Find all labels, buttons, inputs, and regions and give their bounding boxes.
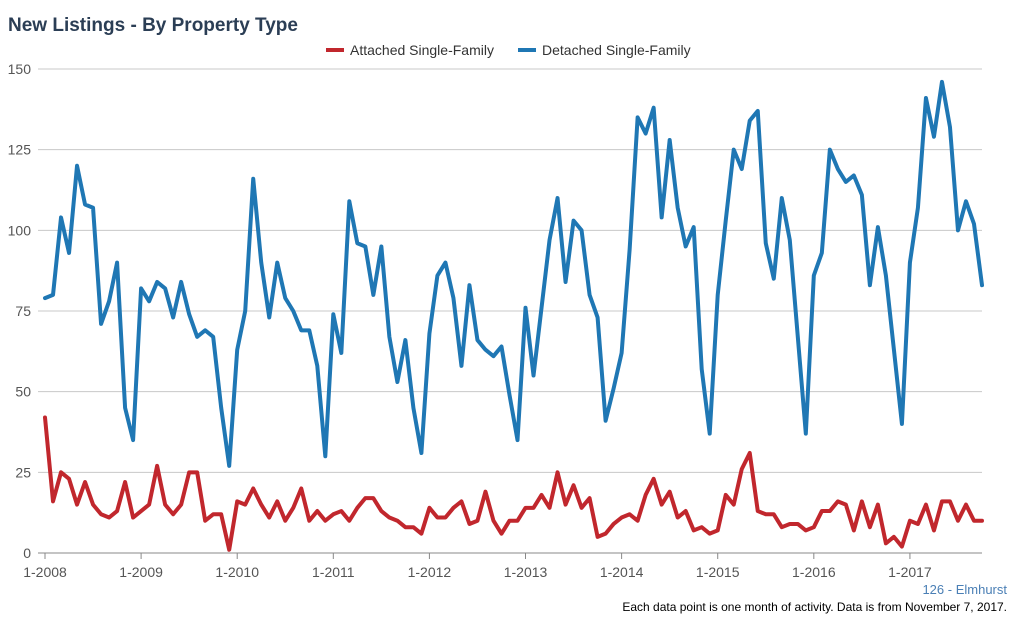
legend-item-attached[interactable]: Attached Single-Family xyxy=(326,42,494,58)
legend-label-attached: Attached Single-Family xyxy=(350,42,494,58)
y-tick-label: 100 xyxy=(8,222,32,238)
x-tick-label: 1-2016 xyxy=(792,564,836,580)
x-tick-label: 1-2017 xyxy=(888,564,932,580)
x-tick-label: 1-2014 xyxy=(600,564,644,580)
chart-title: New Listings - By Property Type xyxy=(8,15,298,36)
legend-label-detached: Detached Single-Family xyxy=(542,42,691,58)
y-tick-label: 125 xyxy=(8,142,32,158)
chart-legend: Attached Single-Family Detached Single-F… xyxy=(0,42,1024,62)
x-tick-label: 1-2009 xyxy=(119,564,163,580)
y-tick-label: 50 xyxy=(15,384,31,400)
x-tick-label: 1-2008 xyxy=(23,564,67,580)
y-tick-label: 150 xyxy=(8,61,32,77)
x-tick-label: 1-2012 xyxy=(408,564,452,580)
legend-swatch-attached xyxy=(326,48,344,52)
x-tick-label: 1-2013 xyxy=(504,564,548,580)
source-note: 126 - Elmhurst xyxy=(922,582,1007,597)
series-line-attached xyxy=(43,415,984,552)
legend-item-detached[interactable]: Detached Single-Family xyxy=(518,42,691,58)
y-tick-label: 25 xyxy=(15,464,31,480)
footer-note: Each data point is one month of activity… xyxy=(622,600,1007,614)
x-tick-label: 1-2015 xyxy=(696,564,740,580)
y-tick-label: 0 xyxy=(23,545,31,561)
y-tick-label: 75 xyxy=(15,303,31,319)
legend-swatch-detached xyxy=(518,48,536,52)
x-tick-label: 1-2011 xyxy=(312,564,355,580)
x-tick-label: 1-2010 xyxy=(215,564,259,580)
series-line-detached xyxy=(43,79,984,468)
